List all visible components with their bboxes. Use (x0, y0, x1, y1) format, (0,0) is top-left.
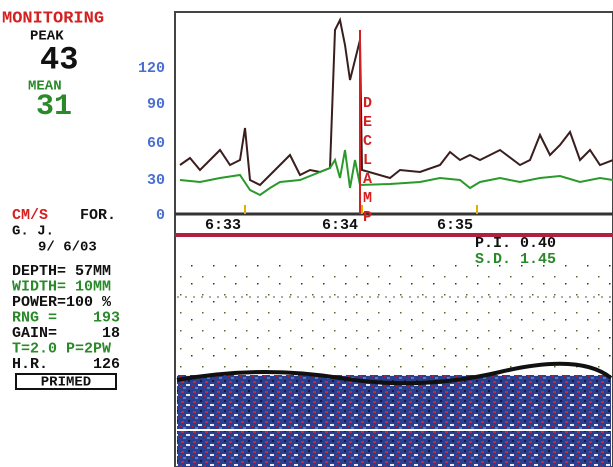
peak-value: 43 (40, 41, 78, 78)
setting: POWER=100 % (12, 294, 112, 311)
event: DECLAMP (359, 95, 376, 228)
status: PRIMED (41, 375, 91, 391)
y-tick-label: 120 (138, 60, 165, 77)
setting: DEPTH= 57MM (12, 263, 111, 280)
mean-trace (179, 149, 613, 197)
mean-label: MEAN (28, 79, 62, 95)
spectrum-dots (177, 262, 611, 372)
envelope (176, 361, 613, 386)
title: MONITORING (2, 9, 104, 28)
setting: RNG = 193 (12, 309, 120, 326)
unit: CM/S (12, 207, 48, 224)
y-tick-label: 0 (156, 207, 165, 224)
peak-label: PEAK (30, 29, 64, 45)
direction: FOR. (80, 207, 116, 224)
setting: H.R. 126 (12, 356, 120, 373)
y-tick-label: 60 (147, 135, 165, 152)
setting: GAIN= 18 (12, 325, 120, 342)
peak-trace (179, 16, 613, 187)
time-label: 6:34 (322, 217, 358, 234)
y-tick-label: 90 (147, 96, 165, 113)
time-label: 6:33 (205, 217, 241, 234)
setting: T=2.0 P=2PW (12, 340, 111, 357)
patient-date: 9/ 6/03 (38, 240, 97, 256)
spectrum-noise (177, 375, 611, 467)
y-tick-label: 30 (147, 172, 165, 189)
time-label: 6:35 (437, 217, 473, 234)
status-box (15, 373, 117, 390)
patient-initials: G. J. (12, 224, 54, 240)
pi: P.I. 0.40 (475, 235, 556, 252)
setting: WIDTH= 10MM (12, 278, 111, 295)
mean-value: 31 (36, 90, 72, 124)
